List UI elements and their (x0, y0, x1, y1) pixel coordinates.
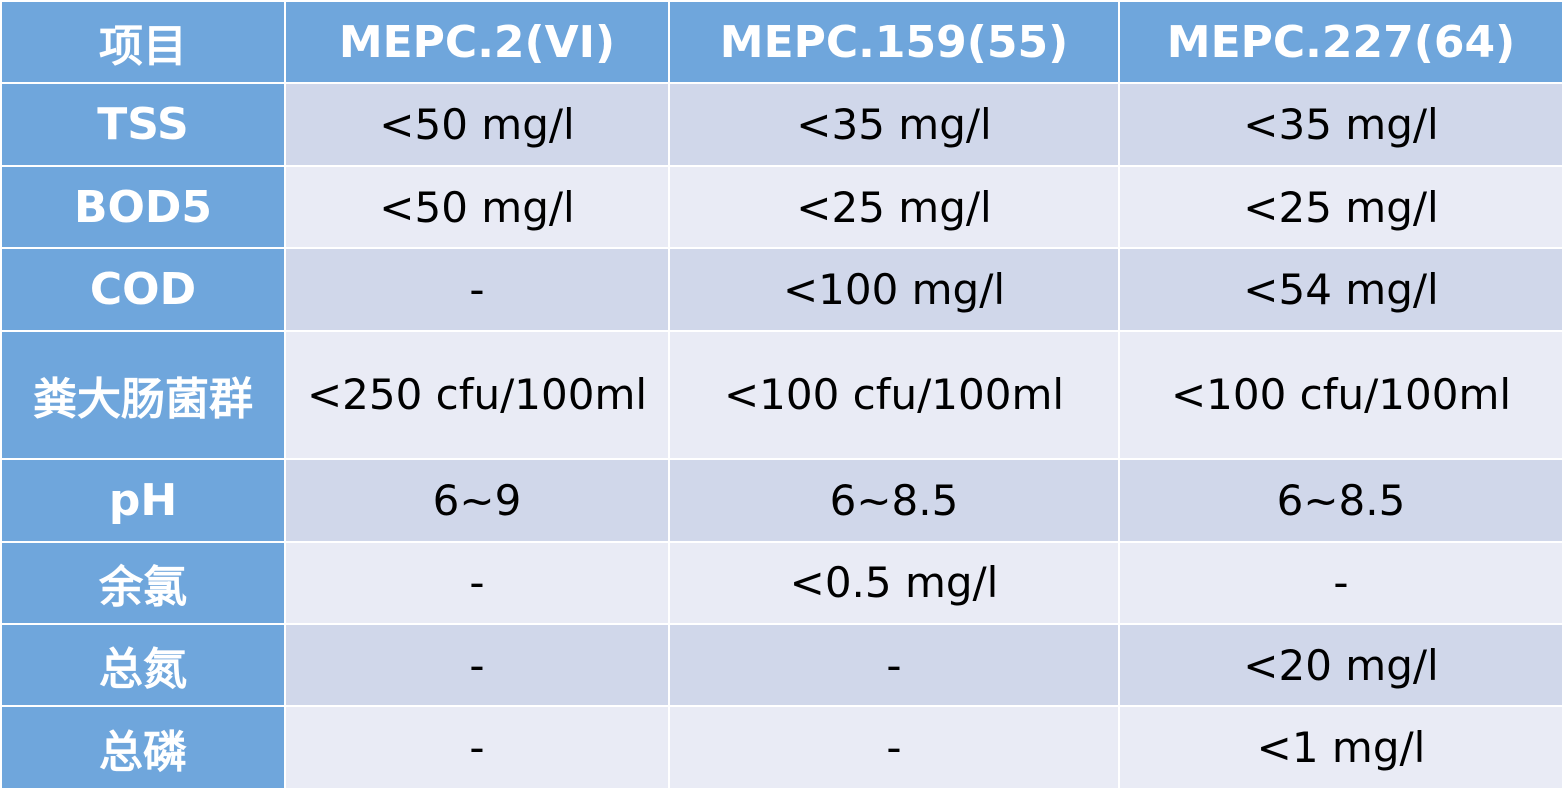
table-cell: <35 mg/l (1118, 82, 1562, 167)
row-label: pH (0, 458, 286, 543)
row-label: COD (0, 247, 286, 332)
table-cell: 6~9 (284, 458, 670, 543)
table-cell: <250 cfu/100ml (284, 329, 670, 461)
table-cell: <100 mg/l (668, 247, 1120, 332)
header-item: 项目 (0, 0, 286, 85)
table-cell: <54 mg/l (1118, 247, 1562, 332)
table-cell: - (668, 705, 1120, 790)
table-cell: - (284, 540, 670, 626)
header-mepc-2-vi: MEPC.2(VI) (284, 0, 670, 85)
table-cell: <20 mg/l (1118, 623, 1562, 708)
row-label: 总氮 (0, 623, 286, 708)
table-row: BOD5 <50 mg/l <25 mg/l <25 mg/l (0, 164, 1562, 250)
table-cell: - (284, 247, 670, 332)
table-cell: <50 mg/l (284, 164, 670, 250)
table-header-row: 项目 MEPC.2(VI) MEPC.159(55) MEPC.227(64) (0, 0, 1562, 85)
table-row: COD - <100 mg/l <54 mg/l (0, 247, 1562, 332)
table-cell: <100 cfu/100ml (668, 329, 1120, 461)
table-cell: - (284, 705, 670, 790)
table-row: pH 6~9 6~8.5 6~8.5 (0, 458, 1562, 543)
table-row: TSS <50 mg/l <35 mg/l <35 mg/l (0, 82, 1562, 167)
table-row: 总氮 - - <20 mg/l (0, 623, 1562, 708)
table-cell: <25 mg/l (1118, 164, 1562, 250)
row-label: TSS (0, 82, 286, 167)
table-cell: 6~8.5 (668, 458, 1120, 543)
table-cell: <100 cfu/100ml (1118, 329, 1562, 461)
table-row: 余氯 - <0.5 mg/l - (0, 540, 1562, 626)
table-cell: <0.5 mg/l (668, 540, 1120, 626)
table-cell: <50 mg/l (284, 82, 670, 167)
table-cell: - (1118, 540, 1562, 626)
table-cell: <25 mg/l (668, 164, 1120, 250)
row-label: 余氯 (0, 540, 286, 626)
table-cell: - (668, 623, 1120, 708)
header-mepc-159-55: MEPC.159(55) (668, 0, 1120, 85)
header-mepc-227-64: MEPC.227(64) (1118, 0, 1562, 85)
row-label: BOD5 (0, 164, 286, 250)
table-cell: 6~8.5 (1118, 458, 1562, 543)
table-row: 总磷 - - <1 mg/l (0, 705, 1562, 790)
table-cell: <35 mg/l (668, 82, 1120, 167)
row-label: 粪大肠菌群 (0, 329, 286, 461)
table-cell: <1 mg/l (1118, 705, 1562, 790)
row-label: 总磷 (0, 705, 286, 790)
table-row: 粪大肠菌群 <250 cfu/100ml <100 cfu/100ml <100… (0, 329, 1562, 461)
table-cell: - (284, 623, 670, 708)
